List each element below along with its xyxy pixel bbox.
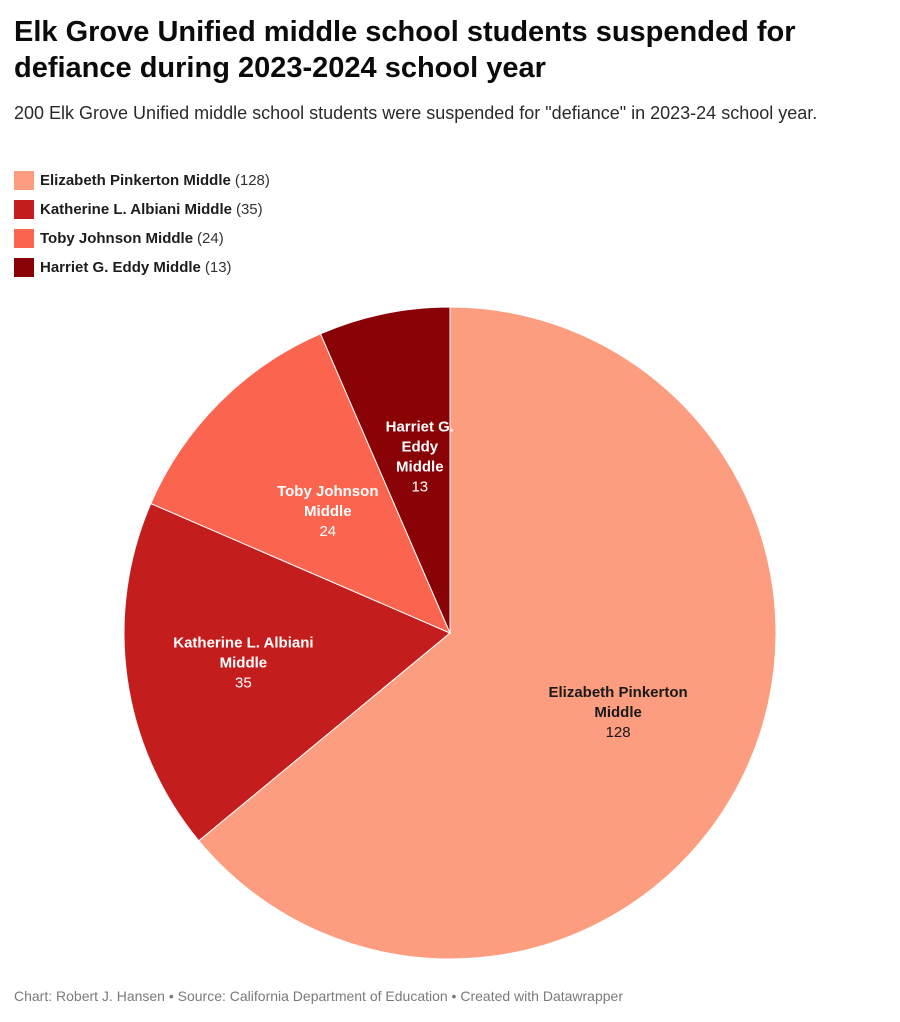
legend-label: Toby Johnson Middle bbox=[40, 230, 194, 247]
pie-slice bbox=[198, 306, 777, 960]
pie-slice bbox=[319, 306, 451, 634]
legend-value: (13) bbox=[204, 259, 232, 276]
slice-label-name: Middle bbox=[220, 654, 268, 671]
slice-label-value: 24 bbox=[319, 523, 336, 540]
legend-label: Harriet G. Eddy Middle bbox=[40, 259, 201, 276]
legend-swatch bbox=[14, 171, 34, 190]
slice-label-name: Toby Johnson bbox=[277, 483, 378, 500]
legend-item: Harriet G. Eddy Middle (13) bbox=[14, 253, 270, 282]
legend-label: Katherine L. Albiani Middle bbox=[40, 201, 232, 218]
legend-label: Elizabeth Pinkerton Middle bbox=[40, 172, 231, 189]
legend-item: Toby Johnson Middle (24) bbox=[14, 224, 270, 253]
slice-label-name: Middle bbox=[594, 704, 642, 721]
pie-slice bbox=[150, 333, 451, 634]
legend-item: Elizabeth Pinkerton Middle (128) bbox=[14, 166, 270, 195]
pie-slice bbox=[123, 502, 451, 842]
pie-chart: Elizabeth Pinkerton Middle 128 Katherine L.… bbox=[123, 306, 777, 960]
legend-swatch bbox=[14, 200, 34, 219]
slice-label: Elizabeth Pinkerton Middle 128 bbox=[548, 684, 687, 741]
slice-label: Harriet G. Eddy Middle 13 bbox=[386, 418, 454, 495]
slice-label-name: Middle bbox=[396, 458, 444, 475]
chart-legend: Elizabeth Pinkerton Middle (128) Katherine… bbox=[14, 166, 270, 282]
slice-label-name: Eddy bbox=[401, 438, 438, 455]
legend-swatch bbox=[14, 258, 34, 277]
slice-label-value: 35 bbox=[235, 674, 252, 691]
slice-label-value: 13 bbox=[411, 478, 428, 495]
slice-label-name: Harriet G. bbox=[386, 418, 454, 435]
slice-label: Toby Johnson Middle 24 bbox=[277, 483, 378, 540]
chart-title: Elk Grove Unified middle school students… bbox=[14, 16, 796, 84]
slice-label: Katherine L. Albiani Middle 35 bbox=[173, 634, 313, 691]
legend-value: (24) bbox=[197, 230, 224, 247]
chart-subtitle: 200 Elk Grove Unified middle school stud… bbox=[14, 103, 818, 123]
slice-label-value: 128 bbox=[606, 724, 631, 741]
legend-value: (128) bbox=[234, 172, 270, 189]
legend-swatch bbox=[14, 229, 34, 248]
slice-label-name: Middle bbox=[304, 503, 352, 520]
legend-value: (35) bbox=[235, 201, 263, 218]
slice-label-name: Katherine L. Albiani bbox=[173, 634, 313, 651]
chart-footer: Chart: Robert J. Hansen • Source: Califo… bbox=[14, 988, 623, 1004]
legend-item: Katherine L. Albiani Middle (35) bbox=[14, 195, 270, 224]
slice-label-name: Elizabeth Pinkerton bbox=[548, 684, 687, 701]
